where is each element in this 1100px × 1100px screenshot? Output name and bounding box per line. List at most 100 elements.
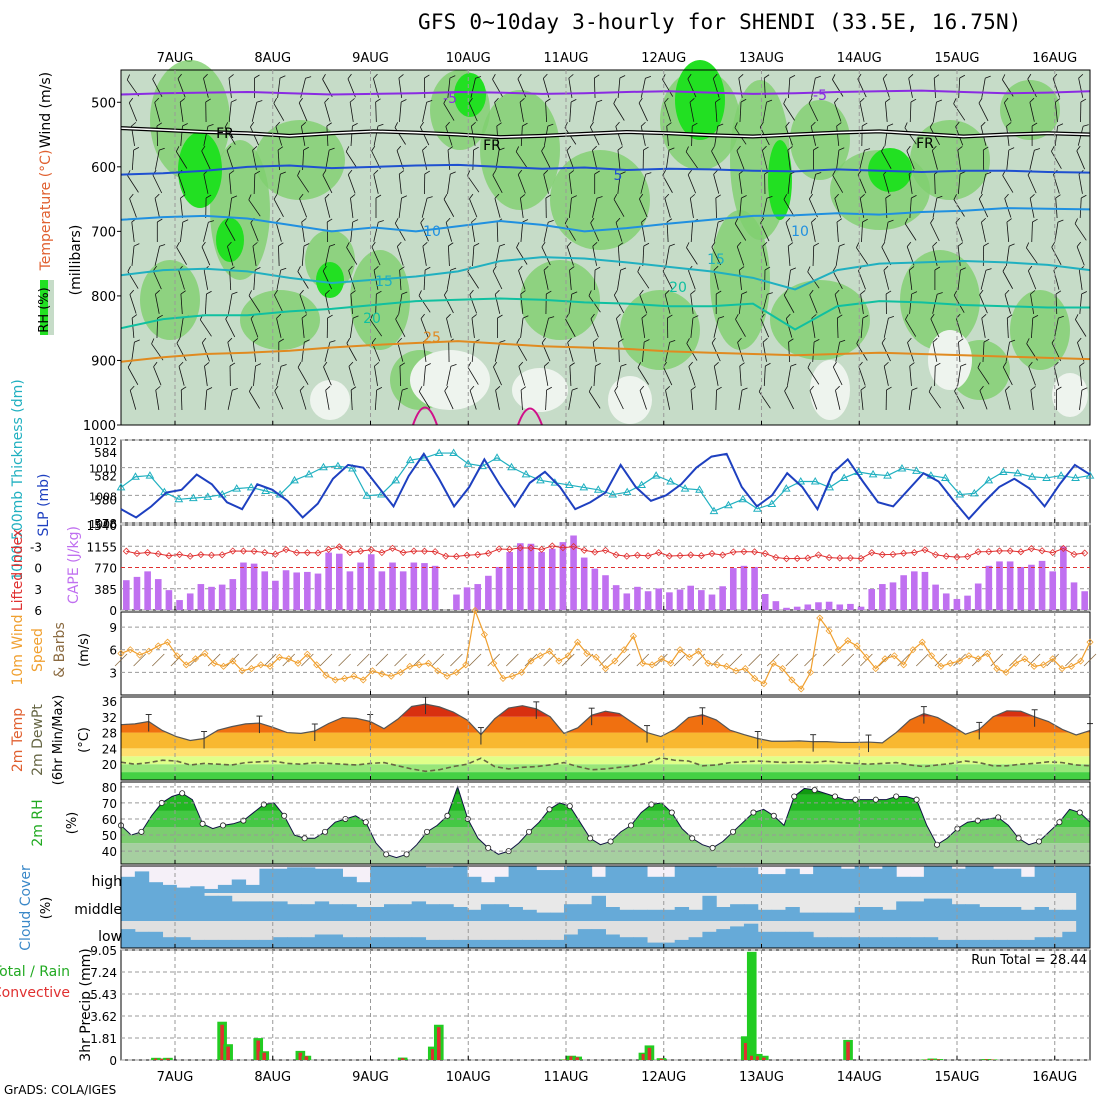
wind-barb-shaft xyxy=(131,149,135,171)
wind-barb xyxy=(250,121,259,146)
wind-barb xyxy=(1006,314,1013,339)
wind-barb-flag xyxy=(180,290,186,295)
rh-2m-axis-unit: (%) xyxy=(65,812,80,835)
wind-barb xyxy=(227,241,234,266)
cape-bar xyxy=(378,571,386,610)
wind-barb xyxy=(1006,147,1015,170)
wind-barb-flag xyxy=(862,218,868,223)
cape-bar xyxy=(655,588,663,610)
wind-speed-point xyxy=(434,667,442,675)
wind-barb-shaft xyxy=(520,389,523,411)
wind-speed-point xyxy=(424,659,433,667)
wind-barb-shaft xyxy=(520,294,524,314)
cloud-cover-high xyxy=(342,876,357,893)
wind-barb-flag xyxy=(787,146,793,151)
precip-convective-bar xyxy=(659,1058,664,1060)
wind-barb-shaft xyxy=(641,318,646,338)
wind-barb xyxy=(324,243,336,266)
wind-barb xyxy=(520,194,526,218)
wind-barb-shaft xyxy=(492,79,503,97)
thickness-point xyxy=(810,477,820,485)
cloud-cover-high xyxy=(162,884,177,893)
cloud-cover-high xyxy=(370,866,385,893)
wind-barb xyxy=(175,146,188,169)
wind-barb-shaft xyxy=(227,342,234,362)
cloud-cover-middle xyxy=(342,904,357,921)
wind-barb xyxy=(763,362,771,387)
isotherm-line xyxy=(120,207,1091,233)
wind-barb xyxy=(739,98,747,123)
wind-barb-flag xyxy=(764,266,771,271)
cloud-cover-low xyxy=(494,939,510,948)
wind-barb-flag xyxy=(155,289,160,295)
wind-barb-shaft xyxy=(543,174,549,194)
cape-bar xyxy=(240,562,247,610)
rh-saturated-area xyxy=(316,262,344,298)
wind-barb xyxy=(785,313,793,338)
wind-barb-shaft xyxy=(982,341,985,363)
wind-barb-flag xyxy=(692,315,699,319)
wind-barb-shaft xyxy=(835,390,841,410)
wind-barb xyxy=(154,289,160,314)
wind-barb xyxy=(685,146,698,169)
wind-barb-flag xyxy=(620,267,627,271)
wind-barb xyxy=(836,314,843,339)
rh-dry-area xyxy=(608,376,652,424)
wind-barb xyxy=(422,145,428,170)
wind-barb-shaft xyxy=(713,318,719,338)
wind-barb-flag xyxy=(329,340,336,343)
wind-barb-shaft xyxy=(374,366,378,386)
lifted-index-point xyxy=(431,548,439,556)
lifted-index-point xyxy=(378,548,386,557)
wind-barb xyxy=(884,123,894,146)
wind-barb-flag xyxy=(885,194,891,199)
cloud-cover-high xyxy=(245,884,260,893)
wind-barb-flag xyxy=(1032,315,1039,319)
wind-barb-shaft xyxy=(273,103,285,121)
wind-barb-shaft xyxy=(957,150,961,170)
wind-barb xyxy=(492,74,503,97)
wind-barb-shaft xyxy=(178,366,185,386)
wind-barb-shaft xyxy=(568,78,573,98)
wind-barb-shaft xyxy=(229,269,232,291)
wind-barb-shaft xyxy=(398,174,402,194)
wind-barb-shaft xyxy=(811,222,816,242)
lifted-index-point xyxy=(910,548,918,557)
wind-barb xyxy=(614,385,624,410)
wind-barb-flag xyxy=(129,289,135,295)
wind-barb-flag xyxy=(594,266,601,271)
wind-barb-shaft xyxy=(516,343,528,361)
cloud-cover-middle xyxy=(785,907,800,921)
wind-barb-flag xyxy=(596,196,603,199)
thickness-point xyxy=(290,475,299,484)
wind-barb xyxy=(252,242,258,266)
wind-barb-flag xyxy=(616,313,621,319)
cape-bar xyxy=(879,584,886,610)
thickness-tick-label: 584 xyxy=(94,446,117,460)
wind-barb-shaft xyxy=(1029,150,1035,170)
wind-barb-shaft xyxy=(373,174,379,194)
wind-barb-flag xyxy=(688,361,693,367)
wind-barb xyxy=(783,290,795,313)
wind-barb-flag xyxy=(1009,243,1015,247)
cloud-cover-middle xyxy=(356,907,371,921)
wind-barb xyxy=(836,218,843,243)
wind-barb-shaft xyxy=(253,366,256,386)
rh-moist-area xyxy=(710,210,770,350)
wind-barb-shaft xyxy=(518,366,526,386)
wind-barb-shaft xyxy=(904,127,917,145)
wind-barb-flag xyxy=(301,218,307,223)
cloud-cover-low xyxy=(439,939,454,948)
wind-barb-shaft xyxy=(860,390,864,410)
wind-barb-shaft xyxy=(592,150,598,170)
wind-barb-10m xyxy=(748,653,761,667)
wind-speed-point xyxy=(834,646,842,654)
wind-barb-shaft xyxy=(369,319,383,337)
lifted-index-point xyxy=(218,551,226,559)
wind-barb-flag xyxy=(618,242,624,247)
wind-barb-shaft xyxy=(350,125,353,147)
wind-barb-flag xyxy=(1056,386,1062,391)
wind-barb xyxy=(812,339,820,363)
thickness-point xyxy=(883,471,892,479)
cloud-cover-middle xyxy=(1062,909,1077,921)
